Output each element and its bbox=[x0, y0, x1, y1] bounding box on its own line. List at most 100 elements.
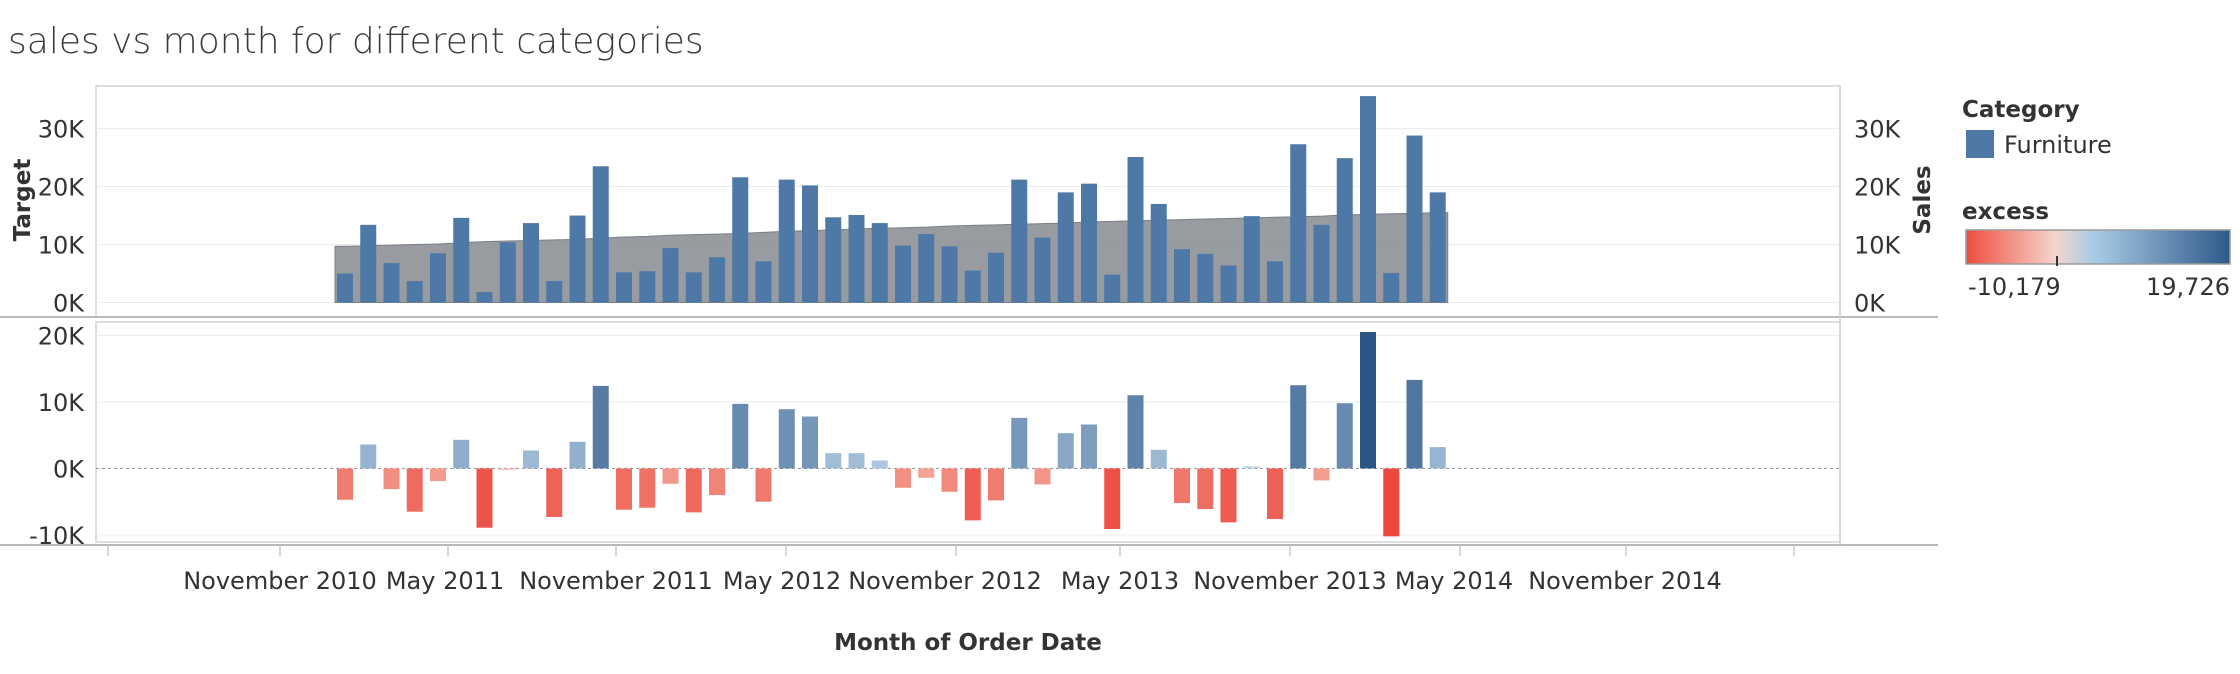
sales-bar[interactable] bbox=[1034, 237, 1051, 303]
sales-bar[interactable] bbox=[430, 253, 446, 303]
excess-bar[interactable] bbox=[918, 468, 935, 478]
excess-bar[interactable] bbox=[1104, 468, 1121, 530]
excess-bar[interactable] bbox=[430, 468, 446, 482]
excess-bar[interactable] bbox=[453, 439, 470, 469]
legend[interactable]: Category Furniture excess -10,179 19,726 bbox=[1962, 97, 2231, 301]
sales-bar[interactable] bbox=[639, 271, 656, 303]
sales-bar[interactable] bbox=[453, 217, 470, 303]
excess-bar[interactable] bbox=[941, 468, 958, 492]
sales-bar[interactable] bbox=[1127, 156, 1144, 303]
sales-bar[interactable] bbox=[1383, 272, 1400, 303]
sales-bar[interactable] bbox=[592, 166, 609, 303]
excess-bar[interactable] bbox=[406, 468, 423, 512]
sales-bar[interactable] bbox=[337, 273, 353, 303]
excess-bar[interactable] bbox=[825, 453, 842, 469]
excess-bar[interactable] bbox=[616, 468, 632, 510]
excess-bar[interactable] bbox=[1127, 395, 1144, 469]
sales-bar[interactable] bbox=[1197, 253, 1214, 303]
excess-bar[interactable] bbox=[1150, 449, 1167, 469]
excess-bar[interactable] bbox=[1011, 417, 1028, 469]
excess-bar[interactable] bbox=[546, 468, 563, 518]
sales-bar[interactable] bbox=[732, 177, 749, 303]
category-swatch[interactable] bbox=[1966, 130, 1994, 158]
excess-bar[interactable] bbox=[1360, 331, 1376, 469]
sales-bar[interactable] bbox=[616, 272, 632, 303]
excess-bar[interactable] bbox=[871, 460, 888, 469]
excess-bar[interactable] bbox=[1429, 447, 1446, 469]
sales-bar[interactable] bbox=[1104, 274, 1121, 303]
sales-bar[interactable] bbox=[895, 245, 911, 303]
sales-bar[interactable] bbox=[546, 281, 563, 303]
sales-bar[interactable] bbox=[1313, 224, 1330, 303]
excess-bar[interactable] bbox=[709, 468, 725, 496]
sales-bar[interactable] bbox=[755, 261, 772, 303]
sales-bar[interactable] bbox=[941, 246, 958, 303]
sales-bar[interactable] bbox=[1081, 183, 1097, 303]
sales-bar[interactable] bbox=[848, 214, 865, 303]
sales-bar[interactable] bbox=[778, 179, 795, 303]
excess-bar[interactable] bbox=[988, 468, 1004, 501]
excess-bar[interactable] bbox=[360, 444, 377, 469]
excess-bar[interactable] bbox=[1034, 468, 1051, 485]
excess-bar[interactable] bbox=[523, 450, 539, 469]
sales-bar[interactable] bbox=[988, 252, 1004, 303]
excess-bar[interactable] bbox=[1057, 433, 1074, 469]
excess-bar[interactable] bbox=[499, 468, 516, 470]
sales-bar[interactable] bbox=[825, 217, 842, 303]
top-right-tick-labels: 0K 10K 20K 30K bbox=[1854, 116, 1902, 318]
sales-bar[interactable] bbox=[1406, 135, 1423, 303]
excess-bar[interactable] bbox=[1383, 468, 1400, 537]
sales-bar[interactable] bbox=[1267, 261, 1283, 303]
sales-bar[interactable] bbox=[685, 272, 702, 303]
sales-bar[interactable] bbox=[918, 234, 935, 303]
excess-bar[interactable] bbox=[1197, 468, 1214, 510]
sales-bar[interactable] bbox=[406, 281, 423, 303]
sales-bar[interactable] bbox=[1429, 192, 1446, 303]
sales-bar[interactable] bbox=[1011, 179, 1028, 303]
excess-bar[interactable] bbox=[1406, 379, 1423, 469]
excess-bar[interactable] bbox=[569, 441, 586, 469]
sales-bar[interactable] bbox=[476, 292, 493, 303]
sales-bar[interactable] bbox=[523, 223, 539, 303]
excess-bar[interactable] bbox=[1290, 385, 1307, 469]
sales-bar[interactable] bbox=[964, 270, 981, 303]
excess-bar[interactable] bbox=[476, 468, 493, 528]
excess-bar[interactable] bbox=[685, 468, 702, 513]
excess-bar[interactable] bbox=[639, 468, 656, 508]
sales-bar[interactable] bbox=[709, 257, 725, 303]
sales-bar[interactable] bbox=[662, 248, 679, 303]
excess-bar[interactable] bbox=[383, 468, 400, 490]
sales-bar[interactable] bbox=[802, 185, 818, 303]
excess-bar[interactable] bbox=[755, 468, 772, 502]
sales-bar[interactable] bbox=[360, 224, 377, 303]
excess-bar[interactable] bbox=[1081, 424, 1097, 469]
sales-bar[interactable] bbox=[1150, 203, 1167, 303]
sales-bar[interactable] bbox=[1336, 158, 1353, 303]
excess-bar[interactable] bbox=[1267, 468, 1283, 520]
sales-bar[interactable] bbox=[383, 263, 400, 303]
excess-bar[interactable] bbox=[662, 468, 679, 484]
excess-bar[interactable] bbox=[964, 468, 981, 521]
excess-bar[interactable] bbox=[1174, 468, 1190, 504]
excess-bar[interactable] bbox=[895, 468, 911, 488]
excess-bar[interactable] bbox=[1220, 468, 1237, 523]
excess-bar[interactable] bbox=[1243, 466, 1260, 469]
sales-bar[interactable] bbox=[1360, 96, 1376, 303]
sales-bar[interactable] bbox=[569, 215, 586, 303]
sales-bar[interactable] bbox=[1057, 192, 1074, 303]
excess-color-ramp[interactable] bbox=[1965, 229, 2231, 265]
excess-bar[interactable] bbox=[592, 385, 609, 469]
excess-bar[interactable] bbox=[337, 468, 353, 500]
sales-bar[interactable] bbox=[871, 223, 888, 303]
sales-bar[interactable] bbox=[1220, 265, 1237, 303]
excess-bar[interactable] bbox=[848, 453, 865, 469]
sales-bar[interactable] bbox=[1174, 249, 1190, 303]
excess-bar[interactable] bbox=[778, 409, 795, 469]
sales-bar[interactable] bbox=[499, 242, 516, 303]
excess-bar[interactable] bbox=[732, 403, 749, 469]
sales-bar[interactable] bbox=[1243, 216, 1260, 303]
excess-bar[interactable] bbox=[1336, 403, 1353, 469]
excess-bar[interactable] bbox=[1313, 468, 1330, 481]
excess-bar[interactable] bbox=[802, 416, 818, 469]
sales-bar[interactable] bbox=[1290, 144, 1307, 303]
